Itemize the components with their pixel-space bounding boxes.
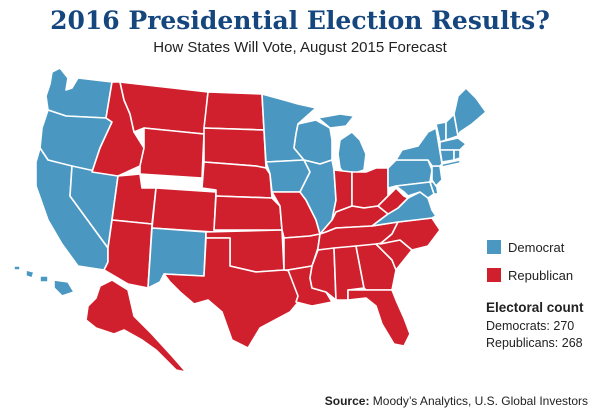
legend-item-democrat: Democrat (487, 237, 573, 257)
state-hi-1 (13, 265, 21, 271)
state-fl (347, 289, 411, 347)
state-wv (377, 187, 409, 215)
legend-label-democrat: Democrat (508, 239, 565, 255)
source-text: Moody’s Analytics, U.S. Global Investors (372, 394, 588, 408)
state-mi (337, 131, 367, 177)
legend-label-republican: Republican (508, 267, 574, 283)
state-az (103, 219, 153, 289)
state-hi-3 (39, 275, 49, 283)
state-ny (395, 127, 443, 167)
state-me (453, 87, 487, 137)
legend-item-republican: Republican (487, 265, 573, 285)
state-ms (309, 247, 337, 301)
state-ut (111, 173, 157, 225)
democrat-swatch (487, 240, 501, 254)
state-ny-li (441, 159, 461, 168)
source-note: Source: Moody’s Analytics, U.S. Global I… (325, 394, 588, 408)
state-nd (203, 91, 265, 131)
state-tx (163, 237, 301, 349)
state-ks (213, 195, 283, 231)
state-co (151, 187, 217, 233)
state-wy (139, 127, 205, 179)
source-label: Source: (324, 394, 370, 408)
electoral-count-title: Electoral count (486, 300, 584, 315)
state-ak (85, 279, 187, 373)
state-nc (379, 217, 441, 251)
electoral-republicans: Republicans: 268 (486, 336, 583, 350)
map-subtitle: How States Will Vote, August 2015 Foreca… (153, 39, 447, 56)
state-hi-2 (25, 269, 35, 279)
map-title: 2016 Presidential Election Results? (50, 6, 550, 35)
state-hi-4 (53, 279, 75, 297)
republican-swatch (487, 268, 501, 282)
state-ri (453, 149, 461, 161)
state-ct (439, 149, 455, 163)
state-ma (439, 137, 467, 151)
state-wa (45, 67, 113, 119)
legend: Democrat Republican (487, 237, 573, 293)
electoral-democrats: Democrats: 270 (486, 319, 575, 333)
state-mt (119, 81, 209, 135)
state-nj (431, 165, 443, 187)
state-mi-up (317, 113, 355, 129)
